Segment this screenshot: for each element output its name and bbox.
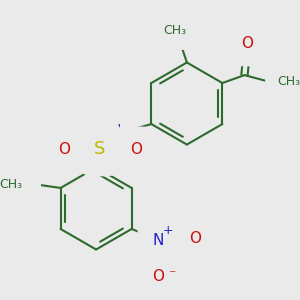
Text: O: O xyxy=(58,142,70,157)
Text: ⁻: ⁻ xyxy=(168,268,175,282)
Text: +: + xyxy=(163,224,173,237)
Text: O: O xyxy=(241,36,253,51)
Text: N: N xyxy=(110,123,121,137)
Text: CH₃: CH₃ xyxy=(164,24,187,38)
Text: O: O xyxy=(130,142,142,157)
Text: S: S xyxy=(94,140,106,158)
Text: CH₃: CH₃ xyxy=(278,75,300,88)
Text: H: H xyxy=(99,123,110,137)
Text: O: O xyxy=(152,269,164,284)
Text: N: N xyxy=(153,232,164,247)
Text: O: O xyxy=(189,231,201,246)
Text: CH₃: CH₃ xyxy=(0,178,22,190)
